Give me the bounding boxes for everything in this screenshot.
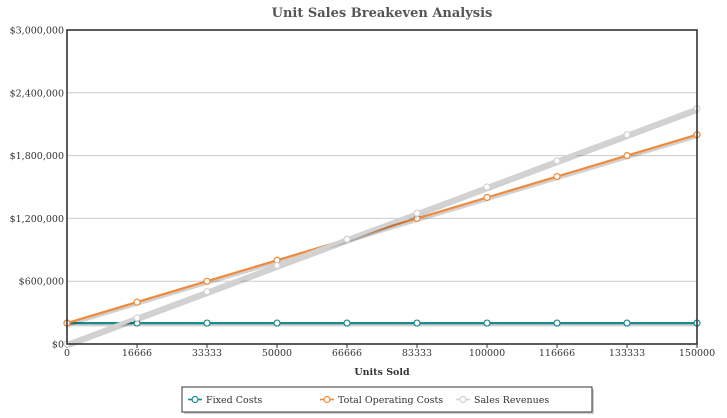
y-tick-label: $3,000,000 <box>10 26 64 37</box>
data-point <box>483 319 491 327</box>
legend-swatch-marker <box>191 395 199 404</box>
data-point <box>273 319 281 327</box>
data-point <box>203 319 211 327</box>
legend-label: Total Operating Costs <box>338 395 443 406</box>
series-2 <box>63 104 701 348</box>
data-point <box>133 298 141 306</box>
data-point <box>273 261 281 270</box>
x-axis: 0 16666 33333 50000 66666 83333 100000 116666 13… <box>64 344 715 359</box>
legend-box <box>181 386 593 413</box>
data-point <box>483 183 491 191</box>
series-line <box>66 106 698 346</box>
data-point <box>413 319 421 327</box>
series-line <box>66 133 698 325</box>
data-point <box>623 131 631 139</box>
x-tick-label: 50000 <box>262 348 292 359</box>
plot-area-border <box>66 29 698 345</box>
data-point <box>553 157 561 165</box>
x-tick-label: 66666 <box>332 348 362 359</box>
data-point <box>203 288 211 296</box>
data-point <box>343 319 351 327</box>
data-point <box>413 209 421 217</box>
data-point <box>133 314 141 322</box>
legend-swatch-marker <box>459 395 467 404</box>
x-axis-title: Units Sold <box>354 367 410 378</box>
x-tick-label: 0 <box>64 348 70 359</box>
data-point <box>553 319 561 327</box>
x-tick-label: 133333 <box>609 348 645 359</box>
y-tick-label: $2,400,000 <box>10 88 64 99</box>
legend-label: Sales Revenues <box>474 395 549 406</box>
y-tick-label: $0 <box>52 340 64 351</box>
series-line-shadow <box>67 135 699 327</box>
x-tick-label: 116666 <box>539 348 575 359</box>
series-line-shadow <box>67 108 699 348</box>
chart-title: Unit Sales Breakeven Analysis <box>272 6 493 21</box>
y-tick-label: $600,000 <box>19 277 64 288</box>
legend-swatch-marker <box>323 395 331 404</box>
data-point <box>483 193 491 202</box>
x-tick-label: 100000 <box>469 348 505 359</box>
series-lines <box>63 104 701 348</box>
legend-items: Fixed Costs Total Operating Costs Sales Re… <box>188 395 549 406</box>
data-point <box>623 152 631 160</box>
data-point <box>343 235 351 243</box>
x-tick-label: 16666 <box>122 348 152 359</box>
data-point <box>553 172 561 181</box>
legend: Fixed Costs Total Operating Costs Sales Re… <box>181 386 594 414</box>
x-tick-label: 83333 <box>402 348 432 359</box>
y-tick-label: $1,800,000 <box>10 151 64 162</box>
y-axis: $0 $600,000 $1,200,000 $1,800,000 $2,400,000… <box>10 26 64 351</box>
legend-label: Fixed Costs <box>206 395 262 406</box>
grid-lines <box>67 92 697 282</box>
data-point <box>203 277 211 285</box>
x-tick-label: 33333 <box>192 348 222 359</box>
x-tick-label: 150000 <box>679 348 715 359</box>
y-tick-label: $1,200,000 <box>10 214 64 225</box>
data-point <box>623 319 631 327</box>
series-0 <box>63 319 701 327</box>
